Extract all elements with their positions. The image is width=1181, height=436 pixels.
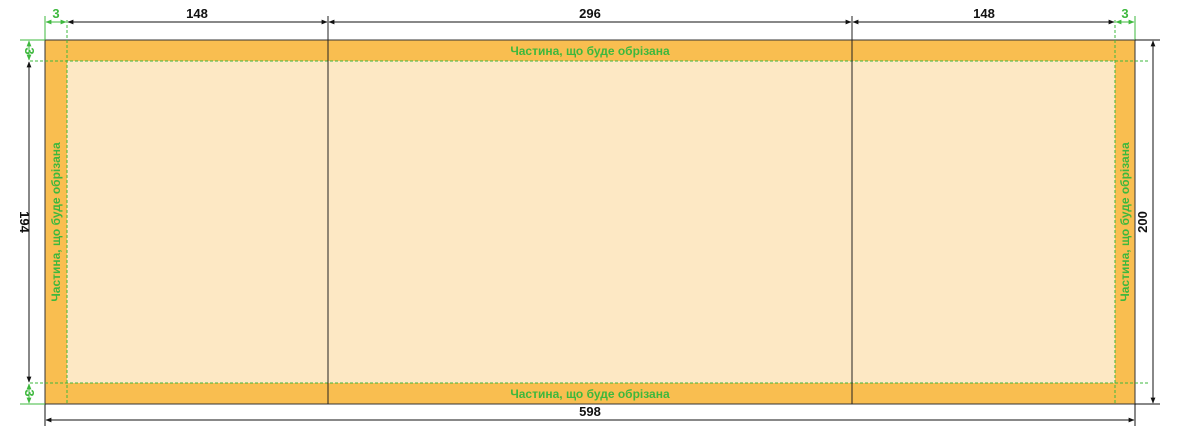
trim-label-top: Частина, що буде обрізана xyxy=(510,44,670,58)
dim-bleed-bottom: 3 xyxy=(22,389,37,396)
sheet-outline xyxy=(44,39,1136,405)
dim-height-full: 200 xyxy=(1135,211,1150,233)
dim-height-trimmed: 194 xyxy=(17,211,32,233)
dim-panel-left: 148 xyxy=(186,6,208,21)
trim-label-left: Частина, що буде обрізана xyxy=(49,142,63,302)
trim-label-right: Частина, що буде обрізана xyxy=(1118,142,1132,302)
dim-panel-center: 296 xyxy=(579,6,601,21)
dim-bleed-right: 3 xyxy=(1121,6,1128,21)
trim-label-bottom: Частина, що буде обрізана xyxy=(510,387,670,401)
dim-width-full: 598 xyxy=(579,404,601,419)
trim-area xyxy=(67,61,1115,383)
dim-bleed-top: 3 xyxy=(22,47,37,54)
dim-bleed-left: 3 xyxy=(52,6,59,21)
dim-panel-right: 148 xyxy=(973,6,995,21)
